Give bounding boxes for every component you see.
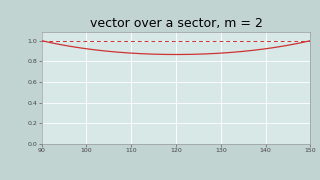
Title: vector over a sector, m = 2: vector over a sector, m = 2 (90, 17, 262, 30)
